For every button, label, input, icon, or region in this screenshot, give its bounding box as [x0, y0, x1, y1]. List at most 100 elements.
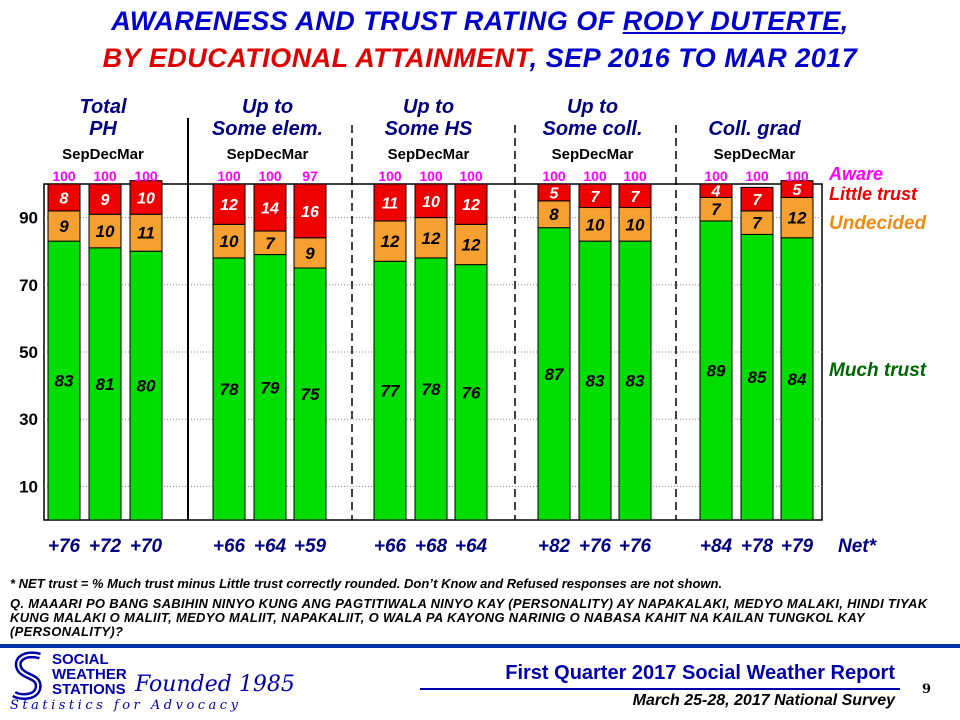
bar-little-trust [253, 183, 287, 232]
value-label-little-trust: 5 [550, 185, 560, 202]
value-label-little-trust: 12 [462, 197, 480, 214]
value-label-much-trust: 83 [55, 372, 74, 391]
group-label: Some elem. [212, 118, 323, 140]
bar-little-trust [373, 183, 407, 222]
net-label: +76 [619, 536, 652, 557]
bar-much-trust [454, 264, 488, 521]
tagline: Statistics for Advocacy [10, 698, 242, 713]
aware-label: 100 [459, 168, 483, 184]
value-label-little-trust: 4 [711, 184, 721, 201]
title-text: AWARENESS AND TRUST RATING OF [111, 6, 623, 36]
bar-much-trust [537, 227, 571, 521]
period-label: SepDecMar [552, 146, 634, 163]
title-comma: , [840, 6, 849, 36]
value-label-little-trust: 9 [101, 192, 110, 209]
value-label-little-trust: 10 [137, 190, 155, 207]
aware-label: 100 [217, 168, 241, 184]
bar-much-trust [740, 233, 774, 521]
bar-little-trust [293, 183, 327, 239]
bar-little-trust [740, 186, 774, 212]
aware-label: 100 [419, 168, 443, 184]
value-label-undecided: 12 [462, 235, 481, 254]
net-label: +78 [741, 536, 774, 557]
value-label-undecided: 11 [137, 224, 155, 243]
bar-much-trust [88, 247, 122, 521]
group-label: Up to [403, 96, 454, 118]
bar-much-trust [578, 240, 612, 521]
bar-little-trust [212, 183, 246, 225]
value-label-much-trust: 78 [220, 380, 239, 399]
aware-label: 100 [704, 168, 728, 184]
net-label: +79 [781, 536, 814, 557]
value-label-little-trust: 14 [261, 201, 279, 218]
value-label-much-trust: 83 [626, 372, 645, 391]
value-label-little-trust: 16 [301, 204, 319, 221]
logo-word-stations: STATIONS [52, 681, 126, 698]
page-number: 9 [922, 682, 932, 697]
bar-little-trust [537, 183, 571, 202]
group-label: PH [89, 118, 117, 140]
value-label-undecided: 7 [265, 234, 276, 253]
period-label: SepDecMar [388, 146, 470, 163]
bar-much-trust [47, 240, 81, 521]
chart-title-line-1: AWARENESS AND TRUST RATING OF RODY DUTER… [0, 6, 960, 37]
legend-undecided: Undecided [829, 213, 927, 234]
title-period: , SEP 2016 TO MAR 2017 [529, 43, 858, 73]
net-label: +68 [415, 536, 448, 557]
aware-label: 100 [583, 168, 607, 184]
bar-little-trust [780, 180, 814, 198]
value-label-much-trust: 87 [545, 365, 565, 384]
legend-much-trust: Much trust [829, 360, 927, 381]
group-label: Some coll. [542, 118, 642, 140]
report-title: First Quarter 2017 Social Weather Report [505, 662, 895, 684]
aware-label: 100 [745, 168, 769, 184]
bar-much-trust [129, 250, 163, 521]
aware-label: 100 [785, 168, 809, 184]
bar-undecided [454, 223, 488, 266]
founded-text: Founded 1985 [135, 672, 295, 697]
value-label-little-trust: 10 [422, 194, 440, 211]
value-label-much-trust: 84 [788, 370, 807, 389]
net-label: +76 [579, 536, 612, 557]
legend-little-trust: Little trust [829, 184, 918, 204]
group-label: Up to [567, 96, 618, 118]
net-label: +64 [455, 536, 488, 557]
bar-much-trust [373, 260, 407, 521]
aware-label: 100 [93, 168, 117, 184]
aware-label: 100 [52, 168, 76, 184]
bar-much-trust [699, 220, 733, 521]
logo-word-social: SOCIAL [52, 651, 109, 668]
value-label-much-trust: 75 [301, 385, 320, 404]
aware-label: 97 [302, 168, 318, 184]
bar-undecided [212, 223, 246, 259]
aware-label: 100 [134, 168, 158, 184]
bar-much-trust [253, 254, 287, 521]
bar-little-trust [47, 183, 81, 212]
chart-title-line-2: BY EDUCATIONAL ATTAINMENT, SEP 2016 TO M… [0, 43, 960, 74]
value-label-undecided: 10 [220, 232, 239, 251]
net-label: +72 [89, 536, 122, 557]
bar-little-trust [88, 183, 122, 215]
net-label: +64 [254, 536, 287, 557]
bar-undecided [414, 217, 448, 259]
value-label-undecided: 9 [59, 217, 69, 236]
value-label-undecided: 12 [381, 232, 400, 251]
net-label: +66 [374, 536, 407, 557]
value-label-undecided: 7 [752, 214, 763, 233]
group-label: Coll. grad [708, 118, 801, 140]
sws-logo-icon [12, 651, 42, 700]
value-label-much-trust: 78 [422, 380, 441, 399]
group-label: Some HS [385, 118, 473, 140]
bar-undecided [373, 220, 407, 262]
bar-little-trust [454, 183, 488, 225]
aware-label: 100 [623, 168, 647, 184]
bar-little-trust [699, 183, 733, 198]
value-label-much-trust: 81 [96, 375, 115, 394]
value-label-much-trust: 83 [586, 372, 605, 391]
value-label-little-trust: 7 [591, 189, 601, 206]
y-tick-label: 30 [19, 410, 38, 429]
logo-word-weather: WEATHER [52, 666, 127, 683]
value-label-little-trust: 7 [631, 189, 641, 206]
net-label: +84 [700, 536, 733, 557]
